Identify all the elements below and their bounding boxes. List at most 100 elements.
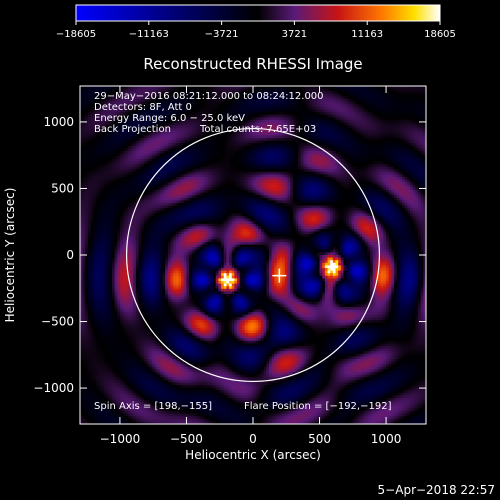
heatmap-cell [247, 93, 251, 97]
heatmap-cell [162, 91, 166, 95]
heatmap-cell [207, 104, 211, 108]
heatmap-cell [133, 156, 137, 160]
heatmap-cell [178, 161, 182, 165]
heatmap-cell [327, 101, 331, 105]
heatmap-cell [159, 156, 163, 160]
heatmap-cell [258, 88, 262, 92]
heatmap-cell [404, 93, 408, 97]
heatmap-cell [391, 177, 395, 180]
heatmap-cell [260, 169, 265, 173]
heatmap-cell [354, 114, 358, 118]
heatmap-cell [367, 143, 371, 147]
heatmap-cell [343, 174, 347, 178]
heatmap-cell [388, 96, 392, 100]
heatmap-cell [311, 161, 315, 165]
heatmap-cell [245, 117, 249, 121]
heatmap-cell [263, 177, 267, 180]
heatmap-cell [298, 156, 302, 160]
heatmap-cell [186, 93, 190, 97]
heatmap-cell [388, 148, 392, 152]
heatmap-cell [287, 179, 291, 183]
heatmap-cell [335, 161, 339, 165]
heatmap-cell [119, 135, 123, 139]
heatmap-cell [402, 93, 406, 97]
heatmap-cell [420, 182, 424, 186]
heatmap-cell [292, 169, 296, 173]
heatmap-cell [253, 182, 257, 186]
heatmap-cell [271, 86, 275, 89]
heatmap-cell [218, 106, 222, 110]
heatmap-cell [404, 99, 408, 102]
heatmap-cell [314, 161, 318, 165]
heatmap-cell [290, 109, 294, 113]
heatmap-cell [194, 158, 198, 162]
heatmap-cell [165, 93, 169, 97]
heatmap-cell [127, 119, 131, 123]
heatmap-cell [378, 91, 382, 95]
heatmap-cell [290, 96, 294, 100]
heatmap-cell [292, 109, 296, 113]
heatmap-cell [157, 119, 161, 123]
heatmap-cell [250, 96, 254, 100]
heatmap-cell [202, 117, 206, 121]
heatmap-cell [106, 179, 110, 183]
heatmap-cell [205, 156, 209, 160]
heatmap-cell [255, 174, 259, 178]
heatmap-cell [314, 109, 318, 113]
heatmap-cell [287, 164, 291, 167]
heatmap-cell [415, 86, 419, 89]
heatmap-cell [372, 93, 376, 97]
heatmap-cell [391, 122, 395, 126]
heatmap-cell [290, 179, 294, 183]
heatmap-cell [162, 117, 166, 121]
heatmap-cell [122, 166, 126, 170]
heatmap-cell [90, 106, 94, 110]
heatmap-cell [218, 112, 222, 115]
heatmap-cell [178, 104, 182, 108]
heatmap-cell [308, 171, 312, 175]
heatmap-cell [125, 93, 129, 97]
heatmap-cell [319, 177, 323, 180]
heatmap-cell [276, 140, 281, 144]
heatmap-cell [237, 104, 241, 108]
heatmap-cell [239, 114, 243, 118]
heatmap-cell [213, 156, 217, 160]
heatmap-cell [133, 91, 137, 95]
heatmap-cell [229, 135, 233, 139]
heatmap-cell [255, 99, 259, 102]
heatmap-cell [266, 169, 270, 173]
heatmap-cell [322, 132, 326, 136]
heatmap-cell [119, 122, 123, 126]
heatmap-cell [85, 119, 89, 123]
heatmap-cell [202, 164, 206, 167]
heatmap-cell [260, 151, 265, 154]
heatmap-cell [170, 114, 174, 118]
heatmap-cell [372, 151, 376, 154]
heatmap-cell [410, 112, 414, 115]
heatmap-cell [80, 179, 84, 183]
heatmap-cell [111, 179, 115, 183]
heatmap-cell [135, 156, 139, 160]
heatmap-cell [295, 130, 299, 134]
heatmap-cell [420, 112, 424, 115]
heatmap-cell [274, 153, 278, 157]
heatmap-cell [407, 125, 411, 128]
heatmap-cell [167, 130, 171, 134]
heatmap-cell [263, 174, 267, 178]
heatmap-cell [245, 143, 249, 147]
heatmap-cell [191, 140, 195, 144]
heatmap-cell [119, 101, 123, 105]
heatmap-cell [372, 138, 376, 141]
heatmap-cell [117, 130, 121, 134]
heatmap-cell [370, 109, 374, 113]
heatmap-cell [194, 135, 198, 139]
heatmap-cell [420, 153, 424, 157]
heatmap-cell [119, 182, 123, 186]
heatmap-cell [141, 119, 145, 123]
heatmap-cell [266, 156, 270, 160]
heatmap-cell [370, 179, 374, 183]
heatmap-cell [93, 117, 97, 121]
heatmap-cell [319, 86, 323, 89]
heatmap-cell [159, 119, 163, 123]
heatmap-cell [367, 127, 371, 131]
